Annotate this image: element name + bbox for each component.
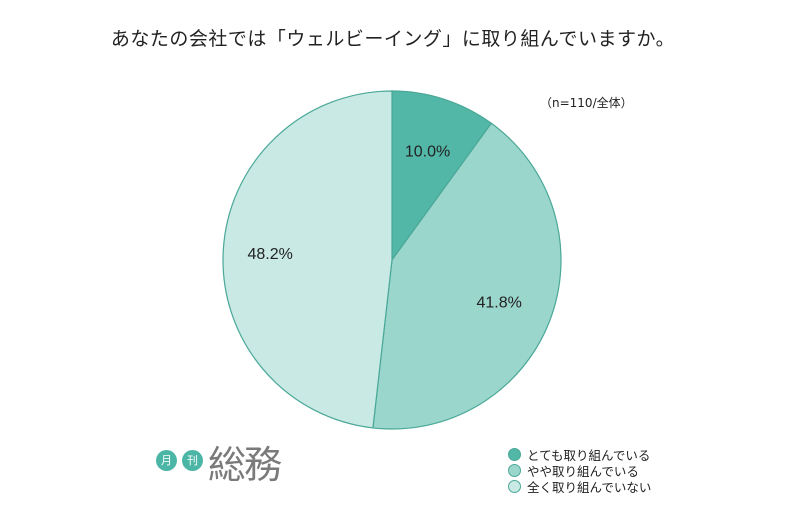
legend-label-very: とても取り組んでいる [527, 447, 651, 463]
pie-slice-somewhat [372, 122, 562, 430]
legend-label-not-at-all: 全く取り組んでいない [527, 479, 652, 495]
pie-label-very: 10.0% [405, 144, 450, 161]
legend-item-somewhat: やや取り組んでいる [508, 462, 651, 479]
pie-slice-not-at-all [222, 90, 393, 429]
legend-swatch-not-at-all [508, 479, 521, 493]
logo-badge-publication: 刊 [182, 450, 203, 471]
legend-label-somewhat: やや取り組んでいる [527, 463, 639, 479]
gekkan-soumu-logo: 月 刊 総務 [156, 440, 286, 496]
legend-item-very: とても取り組んでいる [508, 446, 651, 463]
legend-item-not-at-all: 全く取り組んでいない [508, 478, 652, 495]
logo-wordmark: 総務 [208, 443, 282, 487]
chart-title: あなたの会社では「ウェルビーイング」に取り組んでいますか。 [110, 28, 676, 50]
legend-swatch-somewhat [508, 463, 521, 477]
pie-slice-very [391, 90, 493, 262]
logo-badge-month: 月 [156, 450, 177, 471]
legend: とても取り組んでいる やや取り組んでいる 全く取り組んでいない [508, 446, 652, 495]
pie-label-somewhat: 41.8% [477, 295, 522, 312]
pie-label-not-at-all: 48.2% [248, 246, 293, 263]
sample-size-note: （n=110/全体） [540, 96, 633, 110]
legend-swatch-very [508, 447, 521, 461]
